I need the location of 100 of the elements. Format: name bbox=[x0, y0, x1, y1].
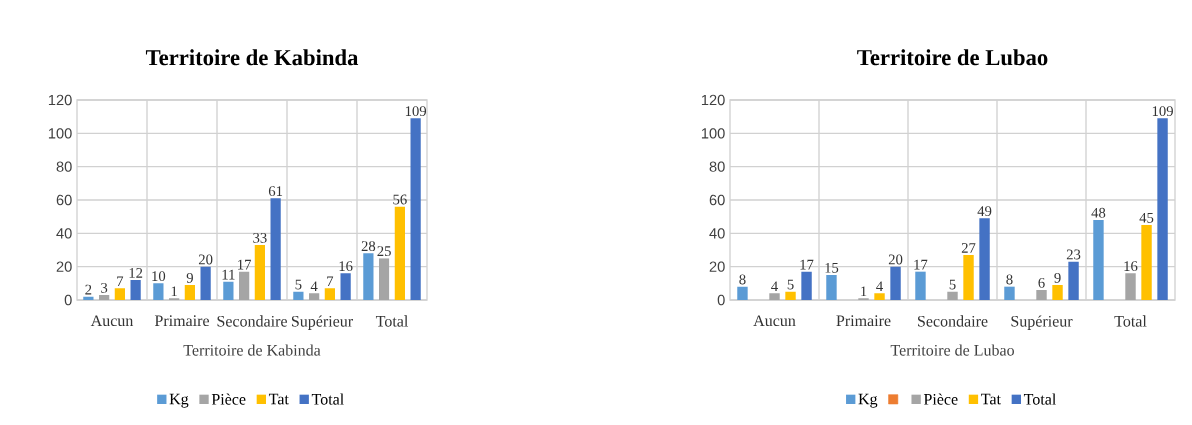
x-tick-label: Supérieur bbox=[291, 315, 353, 330]
data-label: 7 bbox=[117, 276, 124, 287]
bar bbox=[130, 280, 141, 300]
chart-title: Territoire de Kabinda bbox=[145, 49, 359, 66]
y-tick-label: 100 bbox=[48, 128, 72, 139]
bar bbox=[270, 198, 281, 300]
x-tick-label: Secondaire bbox=[217, 315, 287, 327]
data-label: 109 bbox=[405, 106, 427, 117]
bar bbox=[737, 286, 748, 300]
x-tick-label: Aucun bbox=[90, 315, 134, 327]
legend-label: Kg bbox=[858, 393, 878, 408]
y-tick-label: 60 bbox=[709, 194, 725, 206]
data-label: 1 bbox=[171, 286, 177, 297]
data-label: 8 bbox=[1006, 274, 1013, 285]
data-label: 20 bbox=[198, 254, 213, 265]
legend-label: Tat bbox=[268, 393, 289, 405]
bar bbox=[99, 295, 110, 300]
data-label: 8 bbox=[739, 274, 746, 285]
data-label: 17 bbox=[800, 259, 814, 270]
y-tick-label: 100 bbox=[701, 128, 725, 139]
data-label: 4 bbox=[310, 281, 318, 292]
data-label: 5 bbox=[295, 279, 302, 290]
y-tick-label: 120 bbox=[48, 94, 72, 106]
bar bbox=[223, 281, 234, 300]
data-label: 20 bbox=[888, 254, 903, 265]
bar bbox=[340, 273, 351, 300]
bar bbox=[1141, 225, 1152, 300]
data-label: 33 bbox=[253, 232, 267, 243]
legend-label: Kg bbox=[169, 393, 189, 408]
data-label: 9 bbox=[1054, 272, 1061, 283]
data-label: 23 bbox=[1066, 249, 1081, 260]
bar bbox=[324, 288, 335, 300]
chart-title: Territoire de Lubao bbox=[857, 49, 1048, 66]
bar bbox=[826, 275, 837, 300]
y-tick-label: 20 bbox=[56, 261, 72, 272]
bar bbox=[915, 271, 926, 300]
bar bbox=[239, 271, 250, 300]
bar bbox=[200, 266, 211, 300]
y-tick-label: 0 bbox=[717, 294, 725, 306]
legend-label: Pièce bbox=[211, 393, 246, 405]
y-tick-label: 40 bbox=[709, 228, 725, 239]
x-tick-label: Supérieur bbox=[1011, 315, 1073, 330]
bar bbox=[1093, 220, 1104, 300]
bar bbox=[153, 283, 164, 300]
bar bbox=[769, 293, 780, 300]
data-label: 56 bbox=[393, 194, 407, 205]
y-tick-label: 40 bbox=[56, 228, 72, 239]
data-label: 15 bbox=[825, 262, 839, 273]
x-tick-label: Primaire bbox=[836, 315, 891, 327]
data-label: 7 bbox=[327, 276, 334, 287]
y-tick-label: 60 bbox=[56, 194, 72, 206]
bar bbox=[1004, 286, 1015, 300]
bar bbox=[1068, 261, 1079, 300]
data-label: 17 bbox=[914, 259, 928, 270]
data-label: 5 bbox=[949, 279, 956, 290]
bar bbox=[394, 206, 405, 300]
bar bbox=[947, 291, 958, 300]
legend-label: Tat bbox=[981, 393, 1001, 405]
x-axis-title: Territoire de Kabinda bbox=[183, 344, 321, 356]
data-label: 16 bbox=[339, 261, 353, 272]
data-label: 16 bbox=[1124, 261, 1138, 272]
bar bbox=[1125, 273, 1136, 300]
data-label: 61 bbox=[268, 186, 283, 197]
bar bbox=[979, 218, 990, 300]
x-tick-label: Aucun bbox=[753, 315, 796, 327]
data-label: 48 bbox=[1091, 207, 1106, 218]
data-label: 12 bbox=[129, 268, 143, 278]
y-tick-label: 80 bbox=[709, 161, 725, 172]
bar bbox=[963, 255, 974, 300]
legend-label: Pièce bbox=[923, 393, 958, 405]
data-label: 1 bbox=[861, 286, 867, 297]
data-label: 3 bbox=[101, 282, 108, 293]
bar bbox=[874, 293, 885, 300]
data-label: 10 bbox=[152, 271, 166, 282]
bar bbox=[309, 293, 320, 300]
y-tick-label: 80 bbox=[56, 161, 72, 172]
bar bbox=[254, 245, 265, 300]
data-label: 11 bbox=[222, 269, 235, 280]
data-label: 2 bbox=[85, 284, 92, 295]
data-label: 5 bbox=[787, 279, 794, 290]
bar bbox=[293, 291, 304, 300]
data-label: 4 bbox=[771, 281, 778, 292]
data-label: 109 bbox=[1152, 106, 1173, 117]
y-tick-label: 0 bbox=[64, 294, 72, 306]
legend-label: Total bbox=[1023, 393, 1056, 405]
bar bbox=[1052, 285, 1063, 300]
data-label: 25 bbox=[377, 246, 391, 257]
data-label: 45 bbox=[1139, 212, 1154, 223]
bar bbox=[890, 266, 901, 300]
x-tick-label: Primaire bbox=[154, 315, 209, 327]
data-label: 28 bbox=[361, 241, 376, 252]
data-label: 6 bbox=[1038, 277, 1045, 288]
x-tick-label: Total bbox=[375, 315, 409, 327]
bar bbox=[184, 285, 195, 300]
x-axis-title: Territoire de Lubao bbox=[890, 344, 1014, 356]
legend-label: Total bbox=[311, 393, 344, 405]
x-tick-label: Total bbox=[1114, 315, 1147, 327]
data-label: 9 bbox=[186, 272, 193, 283]
bar bbox=[1036, 290, 1047, 300]
bar bbox=[363, 253, 374, 300]
